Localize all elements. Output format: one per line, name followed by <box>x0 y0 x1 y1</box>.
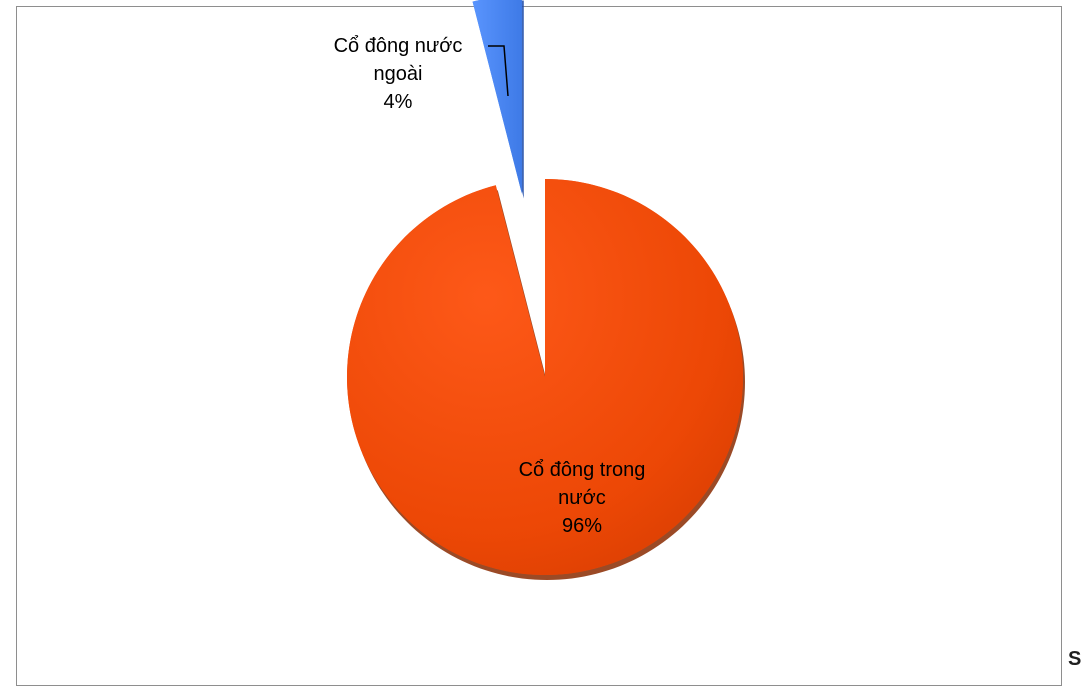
slice-name-line: Cổ đông trong <box>519 459 646 481</box>
pie-slice-co-dong-nuoc-ngoai-shading <box>472 0 522 194</box>
pie-slice-layer <box>346 0 744 575</box>
slice-label-co-dong-trong-nuoc: Cổ đông trong nước 96% <box>519 459 646 537</box>
slice-name-line: ngoài <box>374 63 423 85</box>
slice-name-line: nước <box>558 487 606 509</box>
leader-line-co-dong-nuoc-ngoai <box>488 45 509 97</box>
slice-label-layer: Cổ đông trong nước 96% Cổ đông nước ngoài 4% <box>334 35 646 537</box>
pie-chart: Cổ đông trong nước 96% Cổ đông nước ngoài 4% <box>334 0 745 581</box>
pie-slice-co-dong-trong-nuoc-shading <box>346 179 744 575</box>
leader-line-layer <box>488 45 509 97</box>
slice-value-label: 96% <box>562 515 602 537</box>
slice-value-label: 4% <box>384 91 413 113</box>
slice-name-line: Cổ đông nước <box>334 35 463 57</box>
corner-text: S <box>1068 648 1082 670</box>
slice-label-co-dong-nuoc-ngoai: Cổ đông nước ngoài 4% <box>334 35 463 113</box>
